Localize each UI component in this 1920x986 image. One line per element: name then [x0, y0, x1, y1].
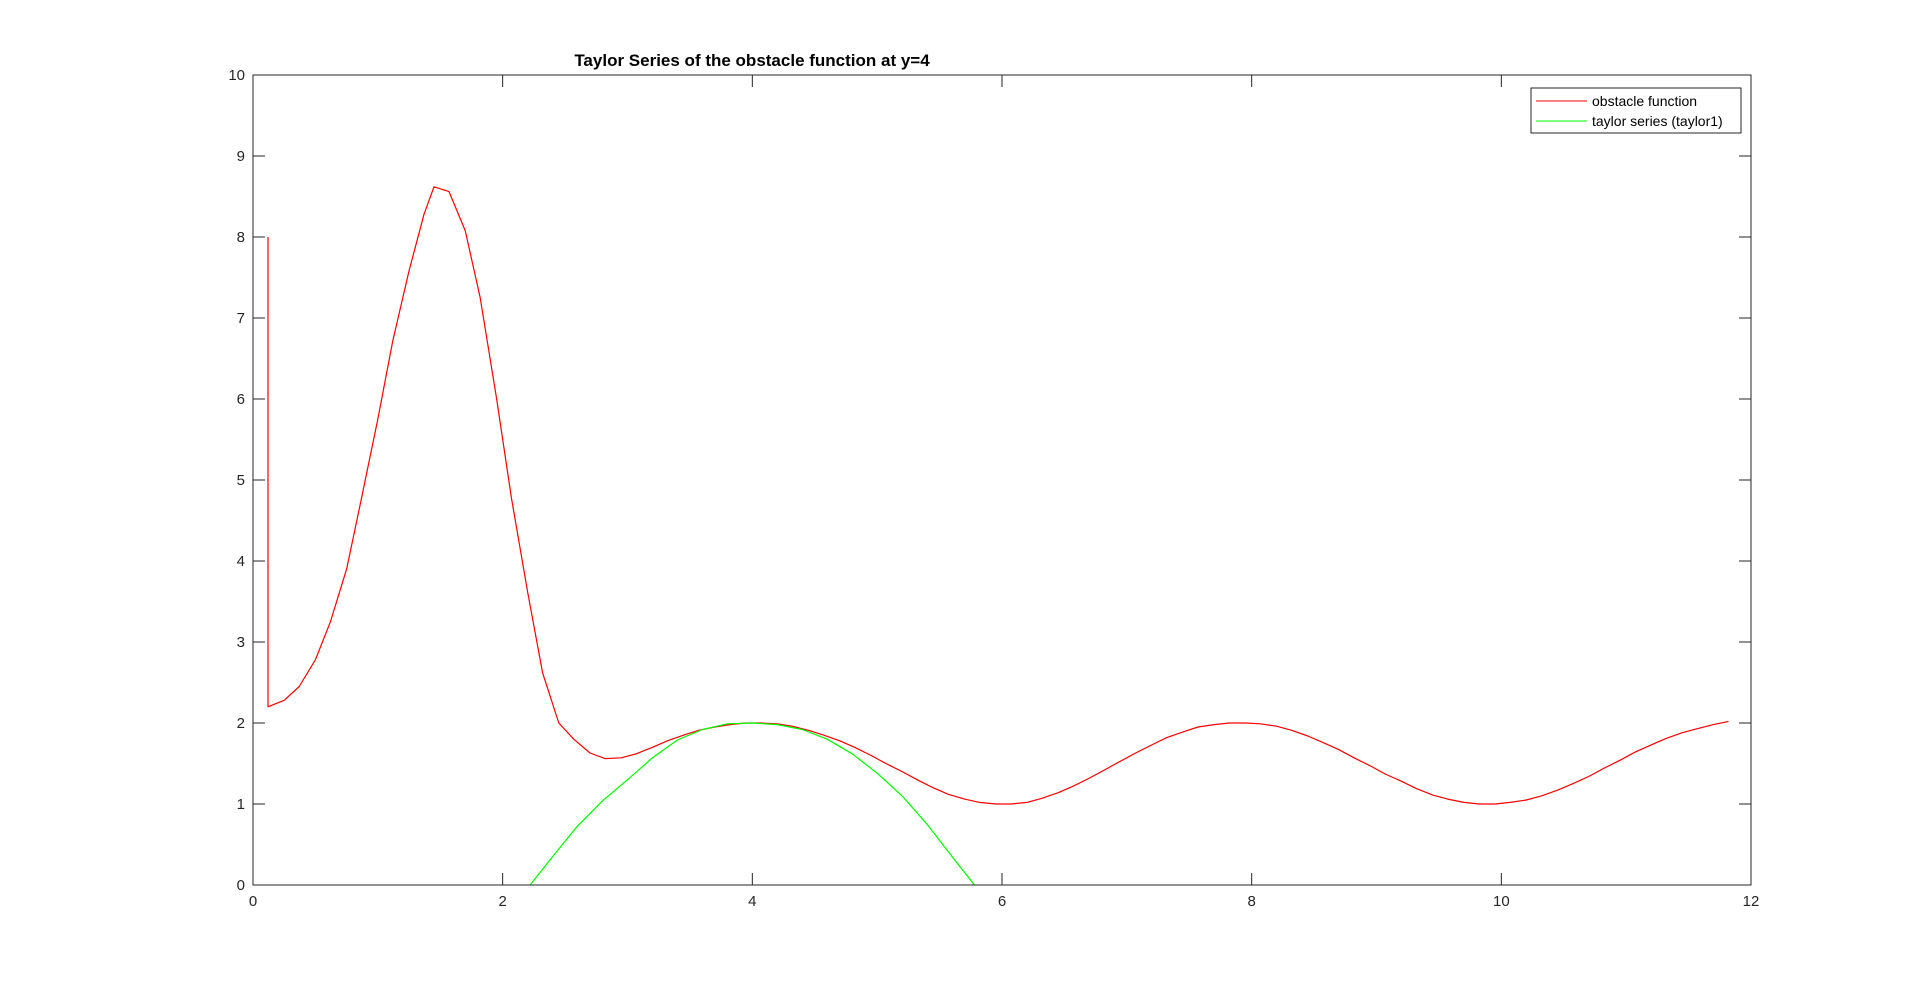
- y-tick-label: 2: [237, 715, 245, 732]
- y-tick-label: 5: [237, 472, 245, 489]
- chart-title: Taylor Series of the obstacle function a…: [574, 51, 930, 70]
- y-tick-label: 10: [228, 67, 245, 84]
- y-tick-label: 0: [237, 877, 245, 894]
- series-line-0: [267, 186, 1729, 805]
- y-tick-label: 1: [237, 796, 245, 813]
- legend-box: [1530, 87, 1742, 134]
- y-tick-label: 4: [237, 553, 245, 570]
- x-tick-label: 12: [1743, 893, 1760, 910]
- x-tick-label: 0: [249, 893, 257, 910]
- y-tick-label: 3: [237, 634, 245, 651]
- x-tick-label: 2: [498, 893, 506, 910]
- x-tick-label: 8: [1247, 893, 1255, 910]
- series-layer: [267, 186, 1729, 886]
- y-tick-label: 7: [237, 310, 245, 327]
- series-line-1: [529, 722, 975, 886]
- x-tick-label: 10: [1493, 893, 1510, 910]
- x-tick-label: 6: [998, 893, 1006, 910]
- y-tick-label: 9: [237, 148, 245, 165]
- legend-label-obstacle-function: obstacle function: [1592, 93, 1697, 109]
- plot-area: [253, 75, 1751, 885]
- x-tick-label: 4: [748, 893, 756, 910]
- y-tick-label: 8: [237, 229, 245, 246]
- y-tick-label: 6: [237, 391, 245, 408]
- legend-label-taylor-series: taylor series (taylor1): [1592, 113, 1723, 129]
- legend[interactable]: obstacle function taylor series (taylor1…: [1530, 87, 1742, 134]
